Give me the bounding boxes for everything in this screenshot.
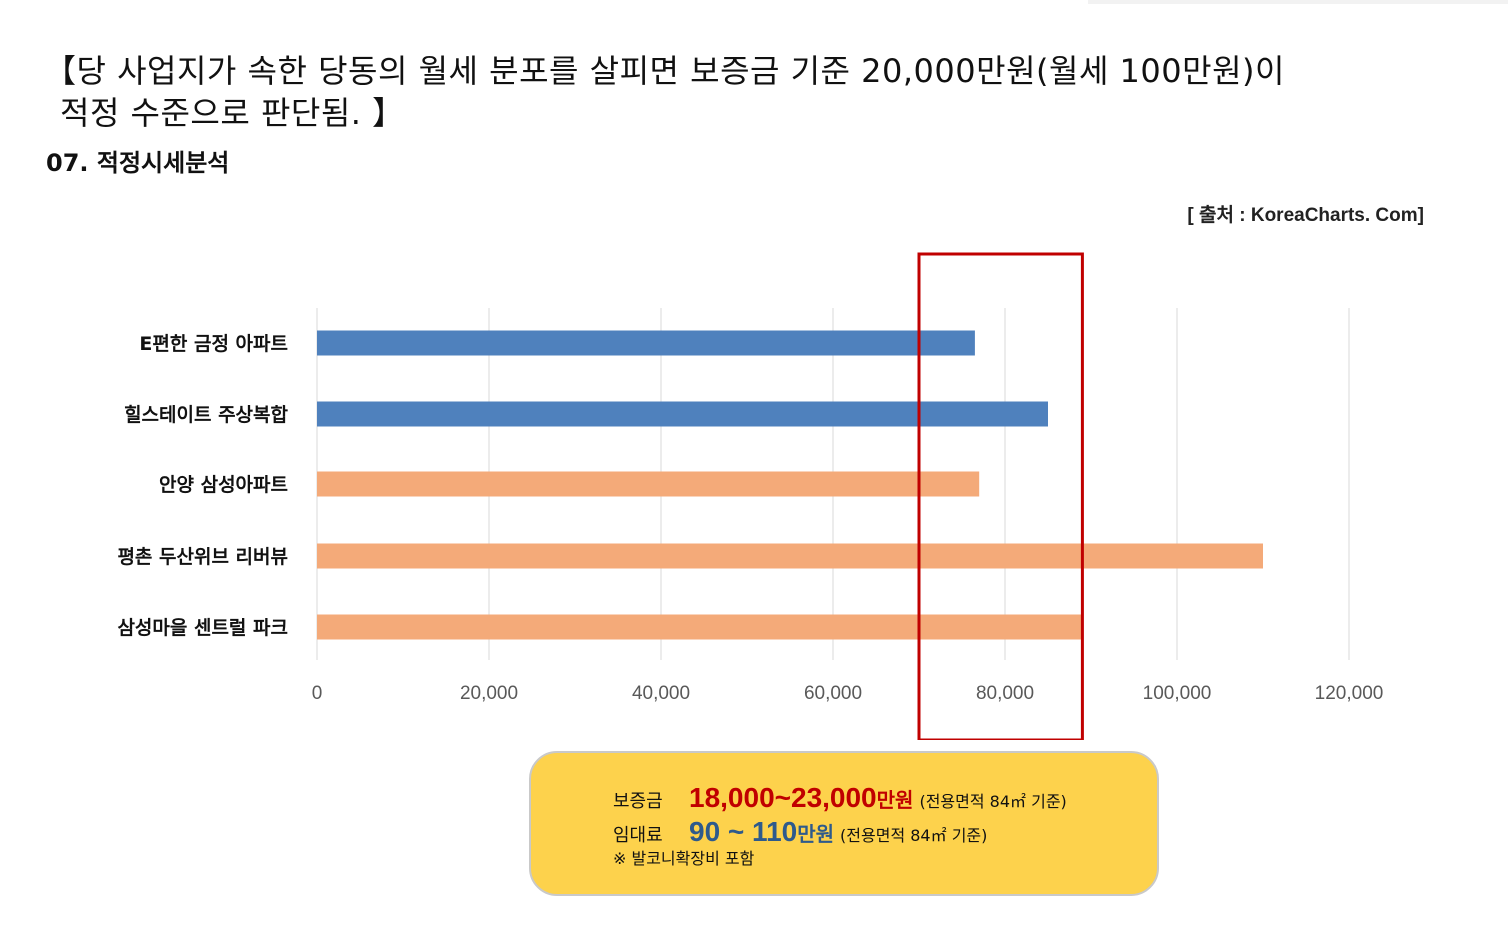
footnote: ※ 발코니확장비 포함 (613, 849, 755, 868)
x-tick-label: 60,000 (804, 683, 862, 704)
category-label: E편한 금정 아파트 (139, 333, 288, 355)
headline: 【당 사업지가 속한 당동의 월세 분포를 살피면 보증금 기준 20,000만… (44, 50, 1484, 134)
category-label: 안양 삼성아파트 (159, 474, 288, 496)
bar-2 (317, 471, 980, 497)
category-label: 힐스테이트 주상복합 (124, 403, 288, 426)
x-tick-label: 20,000 (460, 683, 518, 704)
headline-line-1: 【당 사업지가 속한 당동의 월세 분포를 살피면 보증금 기준 20,000만… (44, 52, 1285, 90)
bar-1 (317, 401, 1048, 427)
bar-0 (317, 330, 975, 356)
deposit-label: 보증금 (613, 791, 663, 812)
x-tick-label: 100,000 (1143, 683, 1212, 704)
x-tick-label: 0 (312, 683, 323, 704)
x-tick-label: 120,000 (1315, 683, 1384, 704)
bar-4 (317, 614, 1083, 640)
category-label: 삼성마을 센트럴 파크 (117, 617, 288, 639)
deposit-note: (전용면적 84㎡ 기준) (919, 792, 1067, 811)
rent-value: 90 ~ 110 (689, 816, 798, 847)
highlight-range-box (917, 252, 1084, 740)
deposit-unit: 만원 (876, 788, 914, 812)
category-label: 평촌 두산위브 리버뷰 (117, 546, 288, 568)
rent-label: 임대료 (613, 825, 663, 846)
deposit-value: 18,000~23,000 (689, 782, 877, 813)
top-strip (1088, 0, 1508, 4)
headline-line-2: 적정 수준으로 판단됨. 】 (60, 94, 405, 132)
x-tick-label: 40,000 (632, 683, 690, 704)
section-title: 07. 적정시세분석 (46, 149, 230, 177)
rent-row: 임대료 90 ~ 110만원 (전용면적 84㎡ 기준) (613, 815, 1157, 849)
rent-note: (전용면적 84㎡ 기준) (840, 826, 988, 845)
bar-chart: 0 20,000 40,000 60,000 80,000 100,000 120,000 E… (117, 252, 1384, 740)
source-note: [ 출처 : KoreaCharts. Com] (1187, 205, 1424, 226)
deposit-row: 보증금 18,000~23,000만원 (전용면적 84㎡ 기준) (613, 781, 1157, 815)
x-tick-label: 80,000 (976, 683, 1034, 704)
price-summary-box: 보증금 18,000~23,000만원 (전용면적 84㎡ 기준) 임대료 90 ~ … (529, 751, 1159, 896)
bar-3 (317, 543, 1263, 569)
rent-unit: 만원 (797, 822, 835, 846)
